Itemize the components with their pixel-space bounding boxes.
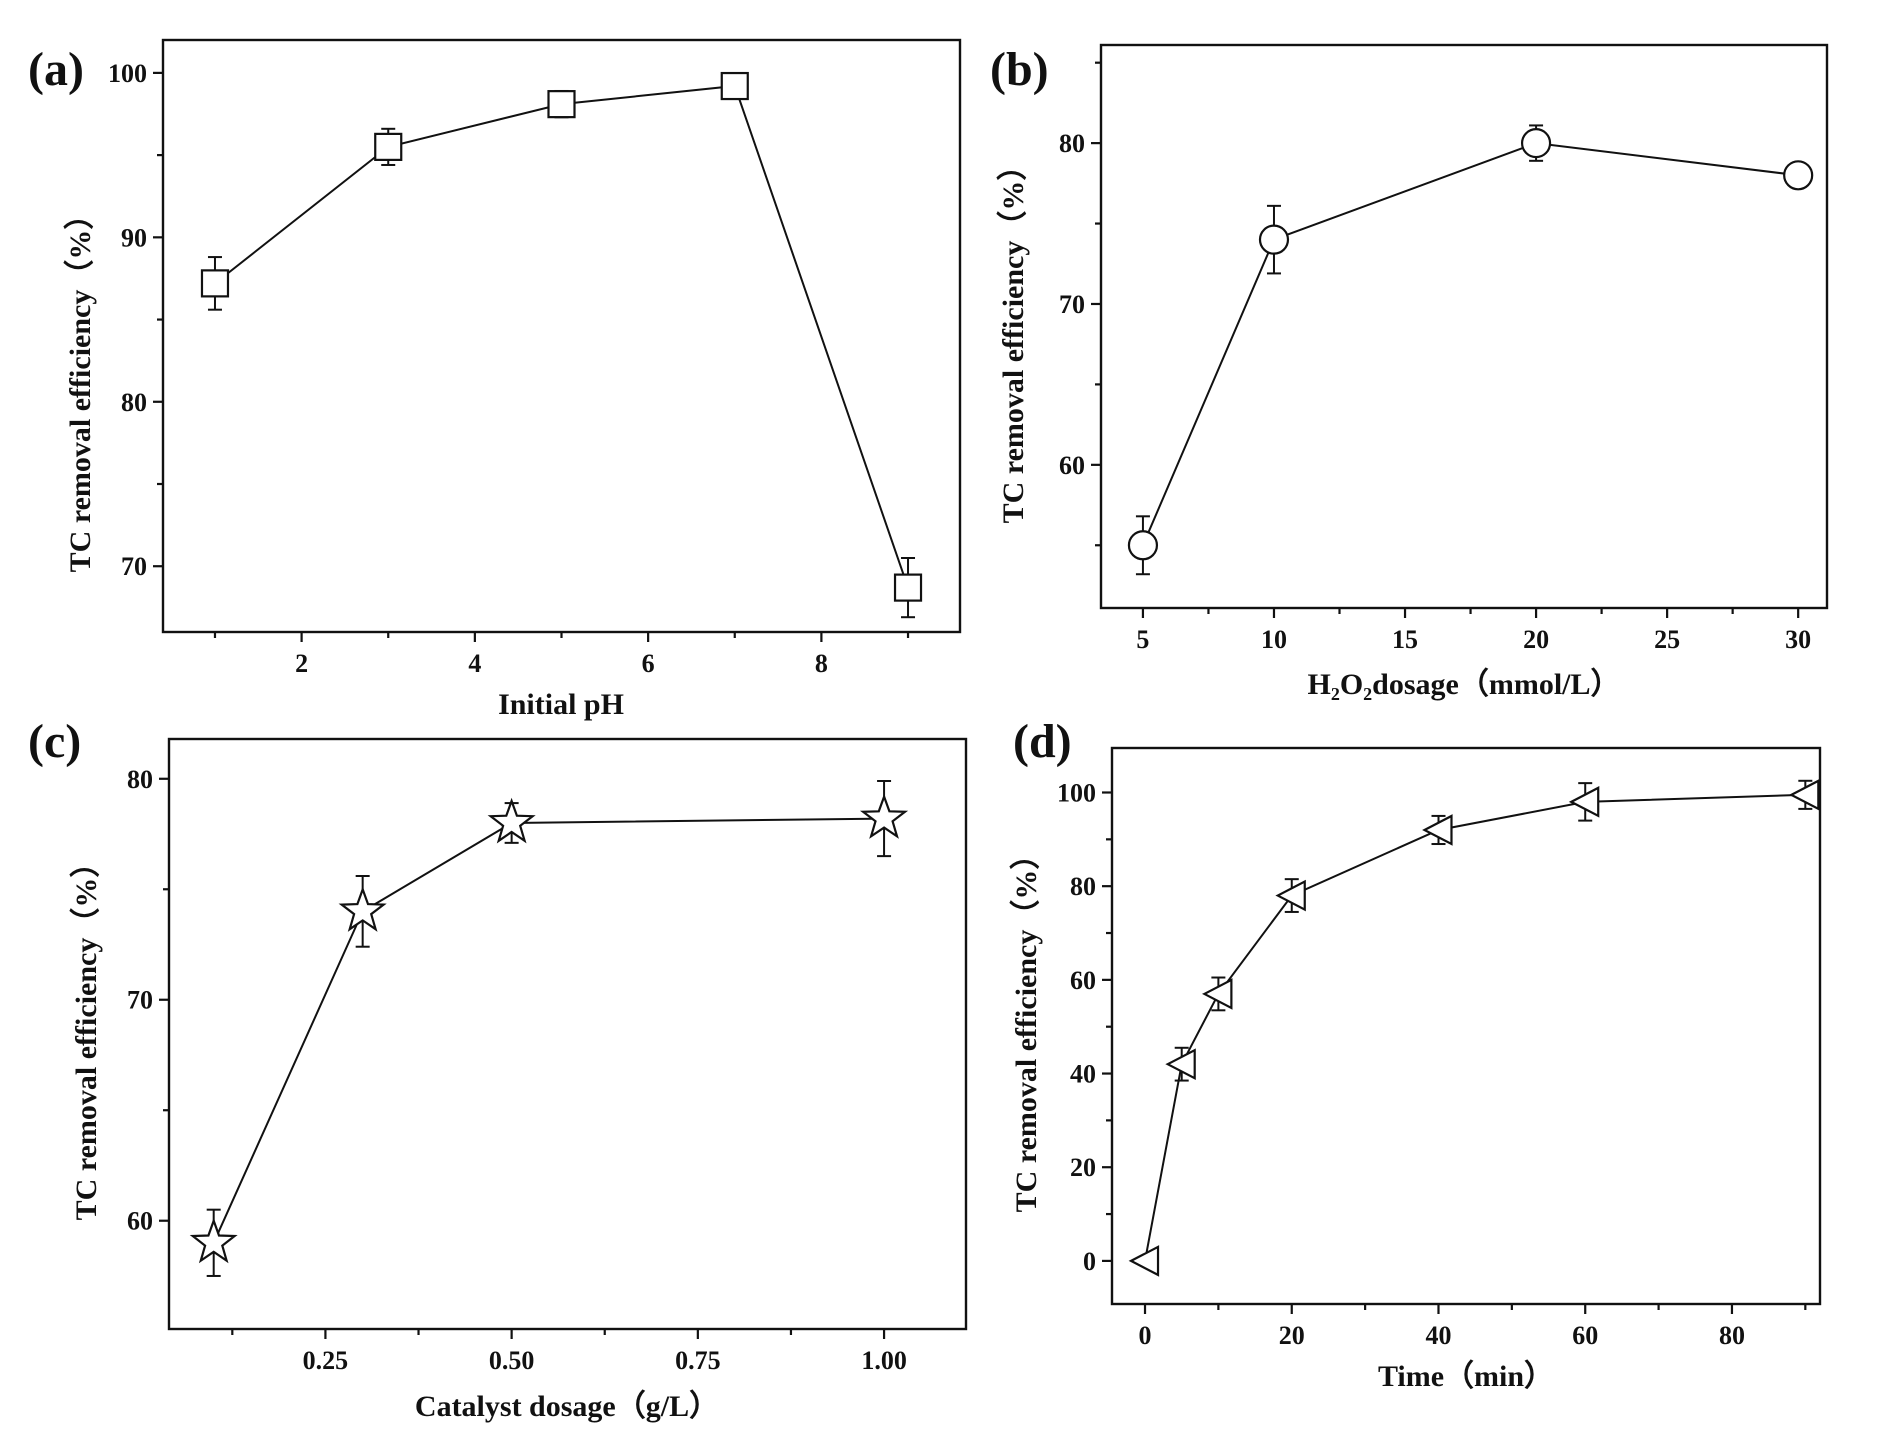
panel-a-x-tick-label: 2 — [295, 649, 308, 678]
panel-b-data-point — [1258, 224, 1290, 255]
panel-a-y-tick-label: 90 — [121, 223, 147, 252]
panel-d-x-tick-label: 20 — [1279, 1321, 1305, 1350]
panel-c-y-ticks: 60 70 80 — [127, 765, 169, 1236]
panel-a-data-point — [720, 71, 749, 101]
panel-d-data-point — [1275, 879, 1306, 912]
panel-a-markers — [200, 71, 923, 602]
panel-c: (c) 0.25 0.50 0.75 1.00 60 70 80 Catalyst dos… — [28, 715, 968, 1423]
panel-b-x-tick-label: 10 — [1261, 625, 1287, 654]
panel-c-x-axis-title: Catalyst dosage（g/L） — [415, 1389, 719, 1423]
panel-b: (b) 5 10 15 20 25 30 60 70 80 H₂O₂dosage（mmol/L… — [990, 43, 1829, 701]
panel-b-x-tick-label: 15 — [1392, 625, 1418, 654]
panel-a-x-tick-label: 4 — [468, 649, 481, 678]
panel-c-y-tick-label: 60 — [127, 1207, 153, 1236]
panel-b-x-ticks: 5 10 15 20 25 30 — [1136, 608, 1811, 654]
panel-b-y-tick-label: 80 — [1059, 129, 1085, 158]
panel-d-y-tick-label: 0 — [1083, 1247, 1096, 1276]
panel-a-y-tick-label: 80 — [121, 388, 147, 417]
panel-c-x-tick-label: 0.50 — [489, 1346, 535, 1375]
panel-d-data-point — [1422, 814, 1453, 846]
panel-b-x-tick-label: 25 — [1654, 625, 1680, 654]
panel-c-y-tick-label: 80 — [127, 765, 153, 794]
panel-d-y-tick-label: 100 — [1057, 778, 1096, 807]
panel-b-y-tick-label: 60 — [1059, 451, 1085, 480]
panel-c-data-point — [487, 797, 536, 844]
panel-b-series-line — [1141, 142, 1799, 546]
panel-b-x-tick-label: 20 — [1523, 625, 1549, 654]
panel-a-y-tick-label: 100 — [108, 59, 147, 88]
panel-c-x-tick-label: 0.75 — [675, 1346, 721, 1375]
panel-d-x-axis-title: Time（min） — [1378, 1359, 1554, 1393]
panel-b-x-tick-label: 30 — [1785, 625, 1811, 654]
panel-d-x-tick-label: 60 — [1572, 1321, 1598, 1350]
panel-d: (d) 0 20 40 60 80 0 20 40 60 80 100 Time（min） TC … — [1009, 715, 1822, 1393]
panel-c-x-ticks: 0.25 0.50 0.75 1.00 — [231, 1329, 907, 1375]
panel-b-label: (b) — [990, 43, 1049, 96]
panel-d-data-point — [1165, 1048, 1196, 1080]
panel-d-label: (d) — [1013, 715, 1072, 768]
panel-c-y-tick-label: 70 — [127, 986, 153, 1015]
panel-a-x-ticks: 2 4 6 8 — [213, 632, 910, 678]
panel-a-y-axis-title: TC removal efficiency（%） — [63, 200, 97, 573]
panel-c-y-axis-title: TC removal efficiency（%） — [69, 848, 103, 1221]
panel-d-data-point — [1201, 978, 1233, 1010]
panel-d-y-tick-label: 40 — [1070, 1060, 1096, 1089]
panel-c-x-tick-label: 1.00 — [861, 1346, 907, 1375]
panel-d-y-ticks: 0 20 40 60 80 100 — [1057, 778, 1112, 1276]
panel-a-data-point — [547, 90, 576, 119]
panel-d-markers — [1128, 779, 1820, 1277]
panel-a-data-point — [200, 269, 230, 298]
panel-b-markers — [1127, 128, 1814, 561]
panel-d-y-axis-title: TC removal efficiency（%） — [1009, 840, 1043, 1213]
panel-d-x-tick-label: 0 — [1139, 1321, 1152, 1350]
panel-d-x-ticks: 0 20 40 60 80 — [1139, 1304, 1807, 1350]
panel-a-x-tick-label: 6 — [642, 649, 655, 678]
panel-b-data-point — [1783, 160, 1814, 191]
panel-c-series-line — [212, 817, 885, 1244]
panel-b-y-tick-label: 70 — [1059, 290, 1085, 319]
panel-c-data-point — [189, 1217, 238, 1264]
panel-a-label: (a) — [28, 43, 84, 96]
panel-b-y-ticks: 60 70 80 — [1059, 61, 1101, 547]
panel-b-data-point — [1127, 530, 1159, 561]
panel-a-y-ticks: 70 80 90 100 — [108, 59, 163, 581]
panel-d-y-tick-label: 60 — [1070, 966, 1096, 995]
panel-b-x-axis-title: H₂O₂dosage（mmol/L） — [1308, 667, 1621, 701]
panel-a-x-axis-title: Initial pH — [498, 688, 624, 721]
panel-c-markers — [189, 793, 909, 1264]
panel-c-data-point — [859, 793, 909, 839]
panel-b-y-axis-title: TC removal efficiency（%） — [996, 151, 1030, 524]
panel-c-data-point — [338, 886, 387, 932]
panel-a-x-tick-label: 8 — [815, 649, 828, 678]
panel-d-x-tick-label: 80 — [1719, 1321, 1745, 1350]
panel-d-data-point — [1568, 786, 1600, 818]
panel-b-data-point — [1520, 128, 1552, 159]
panel-a-data-point — [893, 573, 923, 602]
panel-d-x-tick-label: 40 — [1425, 1321, 1451, 1350]
panel-c-x-tick-label: 0.25 — [303, 1346, 349, 1375]
panel-b-x-tick-label: 5 — [1136, 625, 1149, 654]
panel-c-plot-frame — [167, 737, 968, 1331]
panel-c-label: (c) — [28, 715, 81, 768]
panel-a-data-point — [374, 132, 403, 161]
panel-a: (a) 2 4 6 8 70 80 90 100 Initial pH TC removal… — [28, 38, 962, 721]
panel-a-y-tick-label: 70 — [121, 552, 147, 581]
panel-d-y-tick-label: 20 — [1070, 1153, 1096, 1182]
panel-d-data-point — [1788, 779, 1820, 811]
panel-d-y-tick-label: 80 — [1070, 872, 1096, 901]
panel-d-data-point — [1128, 1245, 1160, 1277]
panel-b-plot-frame — [1099, 43, 1829, 610]
